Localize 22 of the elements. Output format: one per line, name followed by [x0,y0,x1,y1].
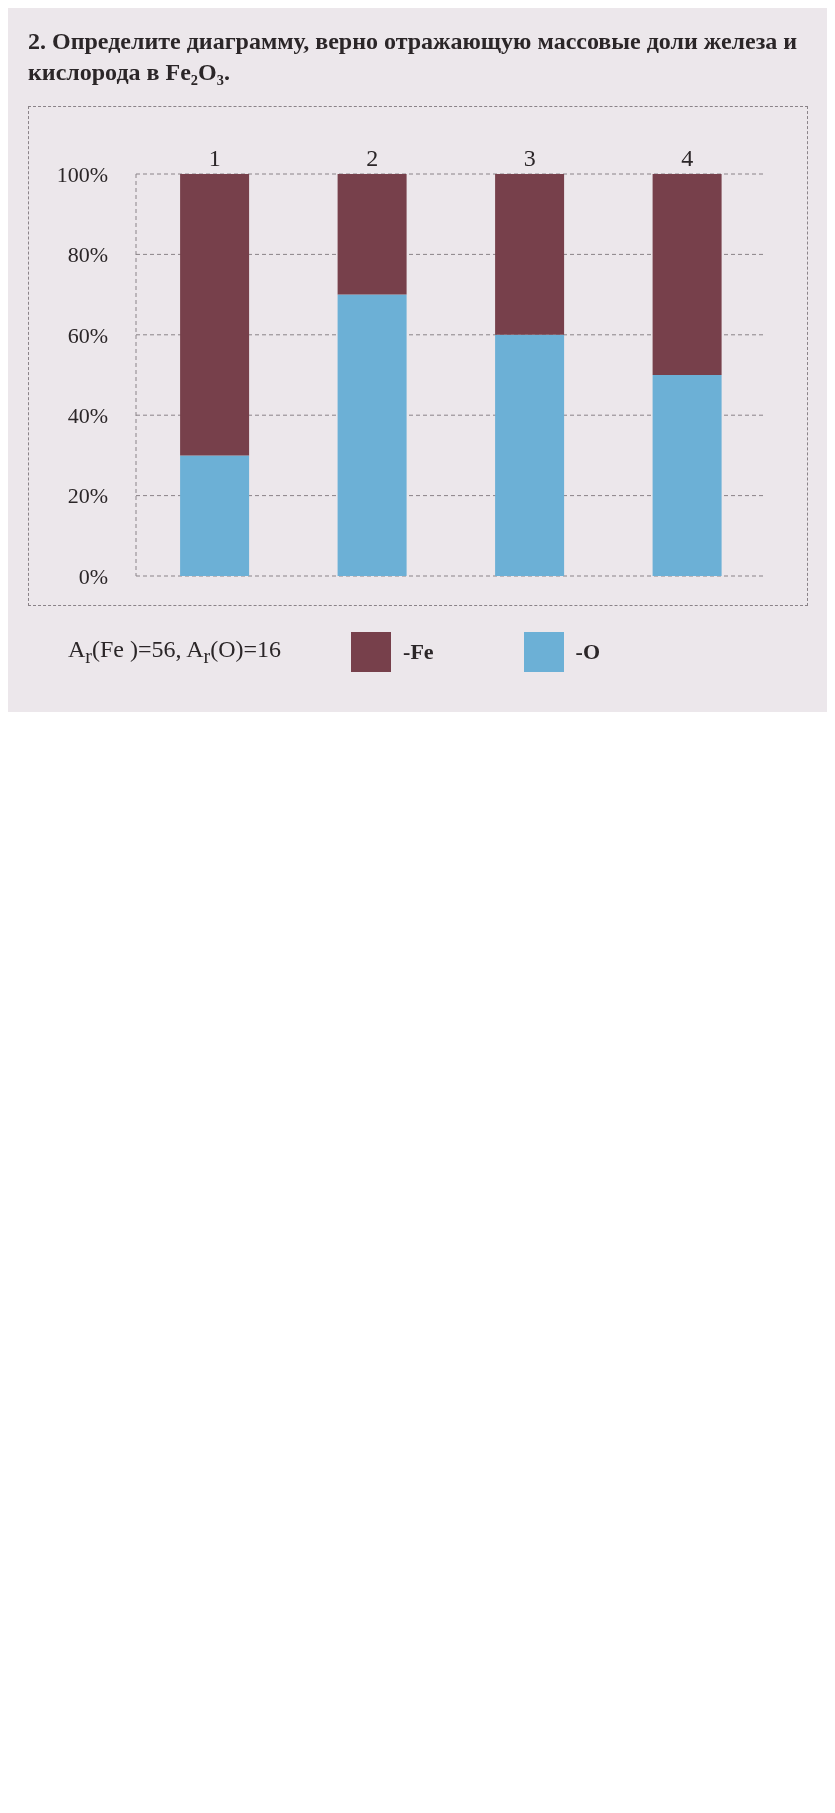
chart-title: 2. Определите диаграмму, верно отражающую массовые доли железа и кислорода в Fe₂O₃. [27,27,799,88]
x-tick-label: 4 [681,145,694,172]
bar [337,174,407,295]
y-tick-label: 20% [67,483,108,509]
bar [652,174,722,376]
x-tick-label: 3 [523,145,536,172]
bar [180,455,250,577]
bar [652,375,722,577]
y-tick-label: 100% [56,162,108,188]
legend-label: -O [575,639,601,666]
y-tick-label: 60% [67,322,108,348]
bar [495,335,565,577]
bar [180,174,250,456]
text: A$_{r}$(Fe )=56, A$_{r}$(O)=16 [68,636,282,669]
y-tick-label: 40% [67,403,108,429]
x-tick-label: 1 [208,145,221,172]
y-tick-label: 0% [78,564,108,590]
bar [495,174,565,336]
bar [337,294,407,577]
y-tick-label: 80% [67,242,108,268]
legend-label: -Fe [403,639,434,666]
x-tick-label: 2 [366,145,379,172]
